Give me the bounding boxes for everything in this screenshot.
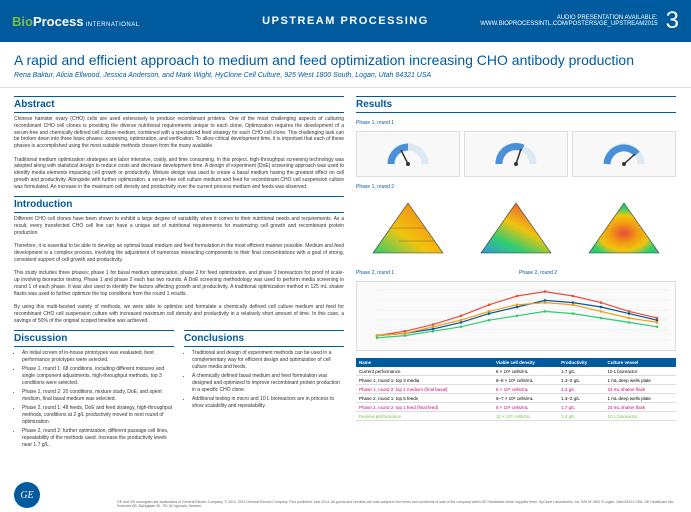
table-header: Name (356, 358, 493, 367)
conclusions-heading: Conclusions (184, 330, 344, 347)
table-header: Culture vessel (604, 358, 676, 367)
abstract-section: Abstract Chinese hamster ovary (CHO) cel… (14, 96, 344, 190)
line-chart (356, 281, 676, 351)
ternary-chart-2 (464, 195, 568, 263)
introduction-heading: Introduction (14, 196, 344, 213)
discussion-heading: Discussion (14, 330, 174, 347)
results-heading: Results (356, 96, 676, 113)
phase1-round1-label: Phase 1, round 1 (356, 120, 676, 126)
header-bar: BioProcess INTERNATIONAL UPSTREAM PROCES… (0, 0, 691, 42)
authors: Rena Baktur, Alicia Ellwood, Jessica And… (14, 72, 677, 79)
abstract-heading: Abstract (14, 96, 344, 113)
left-column: Abstract Chinese hamster ovary (CHO) cel… (14, 96, 344, 451)
list-item: An initial screen of in-house prototypes… (22, 350, 174, 364)
phase2-round2-label: Phase 2, round 2 (519, 270, 676, 276)
header-section-title: UPSTREAM PROCESSING (262, 15, 429, 27)
ternary-chart-1 (356, 195, 460, 263)
gauge-chart-1 (356, 131, 460, 177)
table-header-row: NameViable cell densityProductivityCultu… (356, 358, 676, 367)
table-body: Current performance6 × 10⁶ cells/mL1.7 g… (356, 367, 676, 421)
discussion-list: An initial screen of in-house prototypes… (14, 350, 174, 449)
line-chart-svg (357, 282, 675, 350)
logo-process: Process (33, 14, 84, 29)
table-row: Desired performance12 × 10⁶ cells/mL3.4 … (356, 412, 676, 421)
header-right: AUDIO PRESENTATION AVAILABLE: WWW.BIOPRO… (480, 7, 679, 35)
logo-bio: Bio (12, 14, 33, 29)
triangle-row (356, 195, 676, 263)
bottom-two-col: Discussion An initial screen of in-house… (14, 330, 344, 451)
conclusions-section: Conclusions Traditional and design of ex… (184, 330, 344, 451)
phase1-round2-label: Phase 1, round 2 (356, 184, 676, 190)
conclusions-list: Traditional and design of experiment met… (184, 350, 344, 410)
footer-text: GE and GE monogram are trademarks of Gen… (117, 500, 677, 508)
logo-intl: INTERNATIONAL (86, 22, 140, 28)
gauge-chart-3 (572, 131, 676, 177)
introduction-text: Different CHO cell clones have been show… (14, 216, 344, 324)
gauge-row (356, 131, 676, 177)
results-table: NameViable cell densityProductivityCultu… (356, 358, 676, 421)
table-row: Phase 2, round 1: top 5 feeds6–7 × 10⁶ c… (356, 394, 676, 403)
audio-url: WWW.BIOPROCESSINTL.COM/POSTERS/GE_UPSTRE… (480, 21, 657, 27)
table-header: Viable cell density (493, 358, 558, 367)
footer: GE GE and GE monogram are trademarks of … (14, 482, 677, 508)
list-item: Phase 1, round 1: 68 conditions, includi… (22, 366, 174, 387)
ternary-chart-3 (572, 195, 676, 263)
logo: BioProcess INTERNATIONAL (12, 14, 140, 29)
ge-logo: GE (14, 482, 40, 508)
gauge-chart-2 (464, 131, 568, 177)
table-row: Phase 1, round 2: top 1 medium (final ba… (356, 385, 676, 394)
title-bar: A rapid and efficient approach to medium… (0, 42, 691, 88)
table-row: Current performance6 × 10⁶ cells/mL1.7 g… (356, 367, 676, 376)
table-header: Productivity (558, 358, 604, 367)
content-area: Abstract Chinese hamster ovary (CHO) cel… (0, 88, 691, 457)
right-column: Results Phase 1, round 1 Phase 1, round … (356, 96, 676, 451)
abstract-text: Chinese hamster ovary (CHO) cells are us… (14, 116, 344, 190)
phase2-round1-label: Phase 2, round 1 (356, 270, 513, 276)
list-item: Traditional and design of experiment met… (192, 350, 344, 371)
page-number: 3 (666, 7, 679, 35)
list-item: Phase 2, round 2: further optimization, … (22, 428, 174, 449)
discussion-section: Discussion An initial screen of in-house… (14, 330, 174, 451)
phase2-labels: Phase 2, round 1 Phase 2, round 2 (356, 270, 676, 277)
list-item: Additional testing in micro and 10 L bio… (192, 396, 344, 410)
list-item: Phase 2, round 1: 48 feeds, DoE and feed… (22, 405, 174, 426)
table-row: Phase 2, round 2: top 1 feed (final feed… (356, 403, 676, 412)
introduction-section: Introduction Different CHO cell clones h… (14, 196, 344, 324)
table-row: Phase 1, round 1: top 3 media6–8 × 10⁶ c… (356, 376, 676, 385)
list-item: A chemically defined basal medium and fe… (192, 373, 344, 394)
list-item: Phase 1, round 2: 20 conditions, mixture… (22, 389, 174, 403)
poster-title: A rapid and efficient approach to medium… (14, 52, 677, 68)
